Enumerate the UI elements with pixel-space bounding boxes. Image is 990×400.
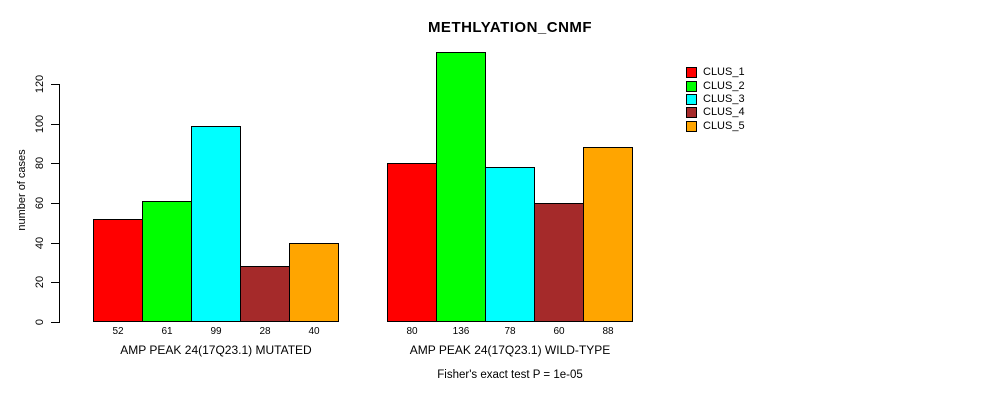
bar-value-label: 78 xyxy=(504,326,516,337)
legend-swatch-icon xyxy=(686,67,697,79)
y-axis-line xyxy=(59,84,60,323)
legend-label: CLUS_2 xyxy=(703,79,745,92)
y-axis-tick-label: 120 xyxy=(34,74,46,94)
bar-clus_2-group1 xyxy=(142,201,192,322)
legend-swatch-icon xyxy=(686,120,697,132)
bar-clus_4-group1 xyxy=(240,266,290,322)
bar-clus_2-group2 xyxy=(436,52,486,322)
bar-clus_3-group2 xyxy=(485,167,535,322)
bar-clus_4-group2 xyxy=(534,203,584,322)
y-axis-label: number of cases xyxy=(16,149,28,231)
bar-clus_1-group1 xyxy=(93,218,143,322)
y-axis-tick xyxy=(51,242,59,244)
y-axis-tick xyxy=(51,322,59,323)
y-axis-tick-label: 20 xyxy=(34,276,46,289)
legend-label: CLUS_3 xyxy=(703,92,745,105)
y-axis-tick-label: 40 xyxy=(34,236,46,249)
y-axis-tick-label: 80 xyxy=(34,157,46,170)
legend-swatch-icon xyxy=(686,93,697,105)
y-axis-tick xyxy=(51,282,59,284)
legend-label: CLUS_1 xyxy=(703,66,745,79)
legend-item-clus_2: CLUS_2 xyxy=(686,79,745,92)
legend-label: CLUS_5 xyxy=(703,119,745,132)
bar-value-label: 52 xyxy=(112,326,124,337)
legend-label: CLUS_4 xyxy=(703,106,745,119)
bar-value-label: 80 xyxy=(406,326,418,337)
legend-item-clus_3: CLUS_3 xyxy=(686,93,745,106)
legend-swatch-icon xyxy=(686,107,697,119)
bar-value-label: 88 xyxy=(602,326,614,337)
bar-value-label: 99 xyxy=(210,326,222,337)
y-axis-tick xyxy=(51,84,59,85)
y-axis-tick xyxy=(51,123,59,125)
bar-value-label: 136 xyxy=(452,326,470,337)
x-axis-group-label-1: AMP PEAK 24(17Q23.1) MUTATED xyxy=(120,343,312,357)
y-axis-tick-label: 100 xyxy=(34,114,46,133)
chart-title: METHLYATION_CNMF xyxy=(427,19,593,36)
bar-value-label: 61 xyxy=(161,326,173,337)
legend-item-clus_4: CLUS_4 xyxy=(686,106,745,119)
bar-clus_5-group2 xyxy=(583,147,633,322)
x-axis-group-label-2: AMP PEAK 24(17Q23.1) WILD-TYPE xyxy=(409,343,611,357)
y-axis-tick-label: 0 xyxy=(34,318,46,326)
bar-value-label: 28 xyxy=(259,326,271,337)
y-axis-tick xyxy=(51,203,59,204)
bar-value-label: 60 xyxy=(553,326,565,337)
legend-item-clus_5: CLUS_5 xyxy=(686,120,745,133)
bar-clus_1-group2 xyxy=(387,163,437,322)
legend-swatch-icon xyxy=(686,80,697,92)
bar-clus_5-group1 xyxy=(289,242,339,322)
bar-clus_3-group1 xyxy=(191,125,241,322)
legend-item-clus_1: CLUS_1 xyxy=(686,66,745,79)
y-axis-tick-label: 60 xyxy=(34,196,46,210)
legend: CLUS_1 CLUS_2 CLUS_3 CLUS_4 CLUS_5 xyxy=(686,66,745,133)
fisher-test-annotation: Fisher's exact test P = 1e-05 xyxy=(437,369,583,381)
y-axis-tick xyxy=(51,163,59,165)
bar-value-label: 40 xyxy=(308,326,320,337)
